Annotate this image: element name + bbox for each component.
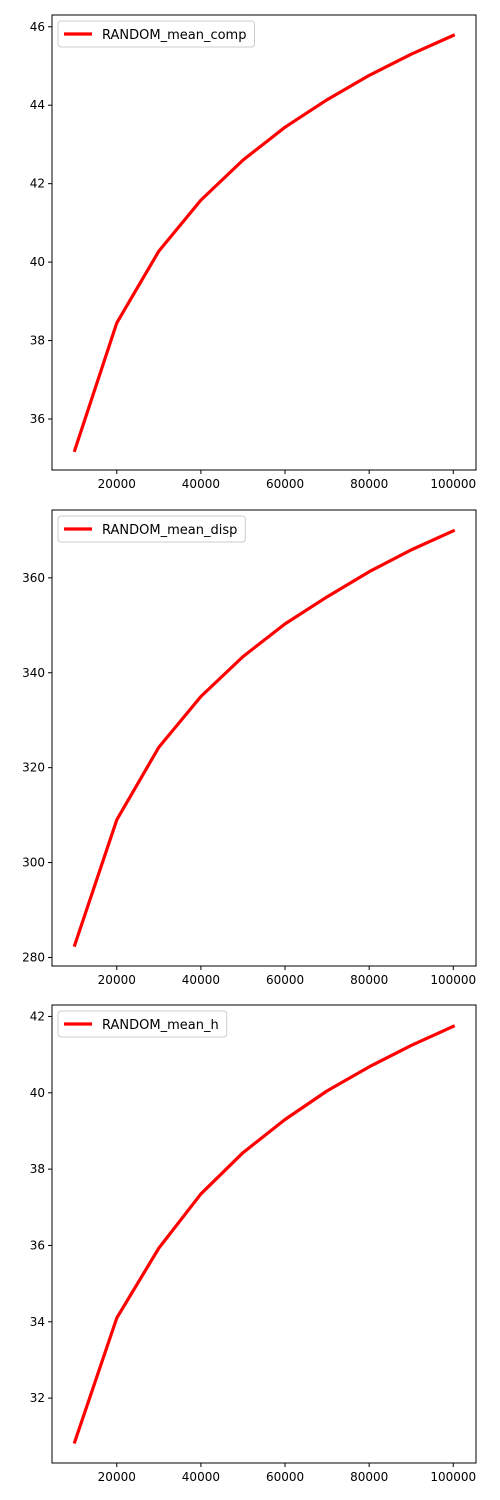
x-tick-label: 40000: [182, 477, 220, 491]
x-tick-label: 80000: [350, 477, 388, 491]
series-line-1-1: [72, 33, 456, 453]
plot-area-frame: [51, 14, 477, 471]
y-tick-label: 320: [22, 761, 45, 775]
series-line-3-1: [72, 1024, 456, 1445]
legend-box: [57, 1010, 228, 1038]
y-tick-label: 38: [30, 1162, 45, 1176]
y-tick-label: 32: [30, 1391, 45, 1405]
legend-label: RANDOM_mean_disp: [102, 523, 237, 538]
chart-panel-3: 20000 40000 60000 80000 100000 32 34 36 38 40 42 RA…: [30, 1004, 477, 1484]
y-tick-label: 46: [30, 20, 45, 34]
y-tick-label: 340: [22, 666, 45, 680]
x-tick-label: 60000: [266, 973, 304, 987]
legend: RANDOM_mean_h: [57, 1010, 228, 1038]
x-tick-label: 20000: [98, 973, 136, 987]
series-line-2-1: [72, 528, 456, 948]
y-tick-label: 360: [22, 571, 45, 585]
y-tick-label: 40: [30, 255, 45, 269]
y-tick-label: 34: [30, 1315, 45, 1329]
x-tick-label: 60000: [266, 1470, 304, 1484]
y-tick-label: 280: [22, 950, 45, 964]
y-tick-label: 36: [30, 1238, 45, 1252]
y-tick-label: 40: [30, 1086, 45, 1100]
legend-box: [57, 20, 255, 48]
x-tick-label: 20000: [98, 477, 136, 491]
legend-label: RANDOM_mean_h: [102, 1018, 219, 1033]
chart-panel-2: 20000 40000 60000 80000 100000 280 300 320 340 36…: [22, 509, 477, 987]
legend: RANDOM_mean_disp: [57, 515, 246, 543]
legend-box: [57, 515, 246, 543]
x-tick-label: 100000: [430, 1470, 476, 1484]
y-tick-label: 36: [30, 412, 45, 426]
x-tick-label: 100000: [430, 477, 476, 491]
y-tick-label: 42: [30, 177, 45, 191]
legend-label: RANDOM_mean_comp: [102, 28, 246, 43]
plot-area-frame: [51, 509, 477, 967]
x-tick-label: 20000: [98, 1470, 136, 1484]
chart-panel-1: 20000 40000 60000 80000 100000 36 38 40 42 44 46 RA…: [30, 14, 477, 491]
x-tick-label: 80000: [350, 1470, 388, 1484]
x-tick-label: 80000: [350, 973, 388, 987]
x-tick-label: 100000: [430, 973, 476, 987]
y-tick-label: 38: [30, 334, 45, 348]
plot-area-frame: [51, 1004, 477, 1464]
x-tick-label: 40000: [182, 1470, 220, 1484]
y-tick-label: 44: [30, 98, 45, 112]
y-tick-label: 300: [22, 856, 45, 870]
y-tick-label: 42: [30, 1009, 45, 1023]
x-tick-label: 60000: [266, 477, 304, 491]
legend: RANDOM_mean_comp: [57, 20, 255, 48]
x-tick-label: 40000: [182, 973, 220, 987]
